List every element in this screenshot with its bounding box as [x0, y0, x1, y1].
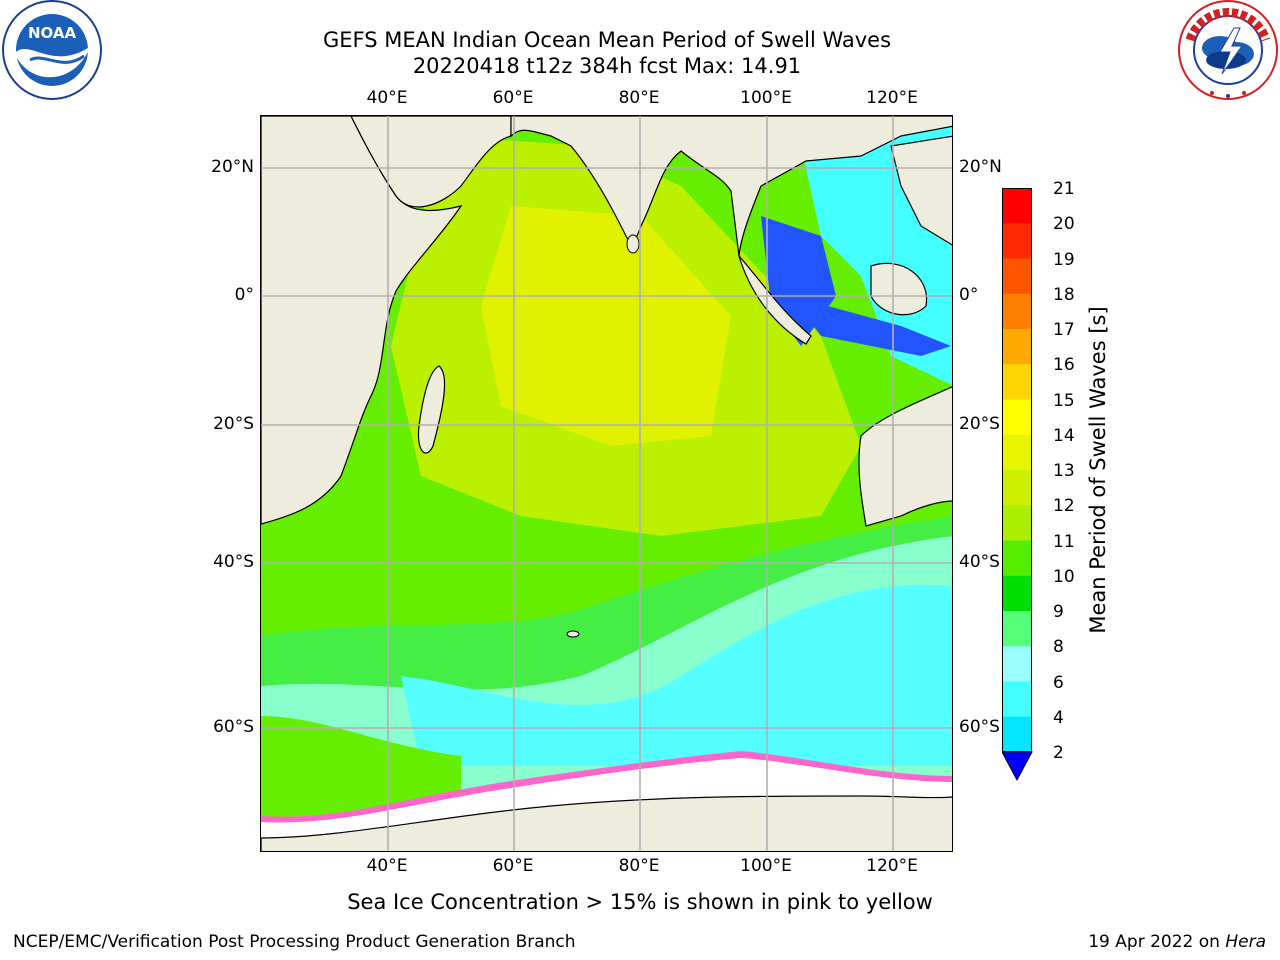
colorbar-tick-label: 8	[1053, 637, 1064, 658]
lon-tick-top: 120°E	[866, 88, 918, 108]
lat-tick-right: 20°N	[959, 157, 1002, 177]
colorbar	[1001, 188, 1042, 787]
lat-tick-left: 60°S	[213, 717, 254, 737]
field-java-sea	[791, 296, 951, 356]
lat-tick-right: 60°S	[959, 717, 1000, 737]
colorbar-block	[1002, 575, 1032, 612]
colorbar-tick-label: 20	[1053, 214, 1075, 235]
lat-tick-right: 0°	[959, 285, 979, 305]
colorbar-tick-label: 18	[1053, 284, 1075, 305]
colorbar-tick-label: 11	[1053, 531, 1075, 552]
colorbar-outline	[1002, 188, 1032, 752]
sumatra	[738, 255, 812, 345]
lon-tick-top: 60°E	[492, 88, 534, 108]
colorbar-tick-label: 12	[1053, 496, 1075, 517]
noaa-logo-text: NOAA	[28, 24, 77, 42]
colorbar-block	[1002, 188, 1032, 224]
lon-tick-bottom: 120°E	[866, 856, 918, 876]
colorbar-tick-label: 16	[1053, 355, 1075, 376]
run-host: Hera	[1225, 932, 1266, 952]
graticule	[261, 116, 952, 851]
madagascar	[417, 365, 446, 454]
lat-tick-left: 20°S	[213, 414, 254, 434]
sri-lanka	[626, 234, 640, 254]
colorbar-block	[1002, 293, 1032, 330]
asia	[510, 116, 952, 257]
colorbar-block	[1002, 329, 1032, 365]
lat-tick-left: 0°	[234, 285, 254, 305]
colorbar-block	[1002, 399, 1032, 436]
australia	[858, 386, 952, 527]
kerguelen	[566, 630, 580, 638]
colorbar-tick-label: 14	[1053, 425, 1075, 446]
colorbar-block	[1002, 258, 1032, 295]
producer-credit: NCEP/EMC/Verification Post Processing Pr…	[13, 932, 576, 952]
colorbar-block	[1002, 681, 1032, 718]
map-title: GEFS MEAN Indian Ocean Mean Period of Sw…	[322, 28, 892, 52]
map-subtitle: 20220418 t12z 384h fcst Max: 14.91	[412, 54, 802, 78]
colorbar-tick-label: 6	[1053, 672, 1064, 693]
lon-tick-bottom: 40°E	[366, 856, 408, 876]
lon-tick-top: 100°E	[740, 88, 792, 108]
colorbar-tick-label: 13	[1053, 461, 1075, 481]
sea-ice-note: Sea Ice Concentration > 15% is shown in …	[347, 890, 933, 914]
colorbar-block	[1002, 364, 1032, 400]
indochina-east	[890, 135, 952, 246]
nws-logo	[1176, 0, 1280, 108]
colorbar-block	[1002, 716, 1032, 753]
antarctica	[261, 795, 952, 851]
lon-tick-bottom: 100°E	[740, 856, 792, 876]
swell-period-map[interactable]	[260, 115, 953, 852]
colorbar-block	[1002, 540, 1032, 577]
colorbar-block	[1002, 505, 1032, 541]
colorbar-block	[1002, 470, 1032, 506]
lat-tick-right: 20°S	[959, 414, 1000, 434]
colorbar-block	[1002, 223, 1032, 259]
lon-tick-bottom: 60°E	[492, 856, 534, 876]
colorbar-tick-label: 2	[1053, 743, 1064, 763]
colorbar-block	[1002, 611, 1032, 647]
run-date: 19 Apr 2022 on Hera	[1088, 932, 1266, 952]
colorbar-title: Mean Period of Swell Waves [s]	[1086, 306, 1110, 634]
borneo	[870, 262, 928, 316]
colorbar-block	[1002, 434, 1032, 471]
lat-tick-left: 20°N	[211, 157, 254, 177]
colorbar-tick-label: 19	[1053, 249, 1075, 270]
colorbar-tick-label: 10	[1053, 566, 1075, 587]
colorbar-tick-label: 15	[1053, 390, 1075, 411]
lat-tick-left: 40°S	[213, 552, 254, 572]
colorbar-block	[1002, 646, 1032, 682]
colorbar-tick-label: 4	[1053, 707, 1064, 728]
colorbar-extend-arrow	[1001, 751, 1033, 782]
colorbar-tick-label: 21	[1053, 179, 1075, 199]
lat-tick-right: 40°S	[959, 552, 1000, 572]
arabia	[350, 116, 512, 208]
field-band-14s	[481, 206, 731, 446]
colorbar-tick-label: 9	[1053, 602, 1064, 622]
field-band-8s	[401, 584, 952, 766]
lon-tick-top: 40°E	[366, 88, 408, 108]
lon-tick-top: 80°E	[618, 88, 660, 108]
lon-tick-bottom: 80°E	[618, 856, 660, 876]
noaa-logo: NOAA	[0, 0, 104, 108]
colorbar-tick-label: 17	[1053, 320, 1075, 340]
run-date-text: 19 Apr 2022 on	[1088, 932, 1220, 952]
colorbar-blocks	[1002, 188, 1032, 753]
